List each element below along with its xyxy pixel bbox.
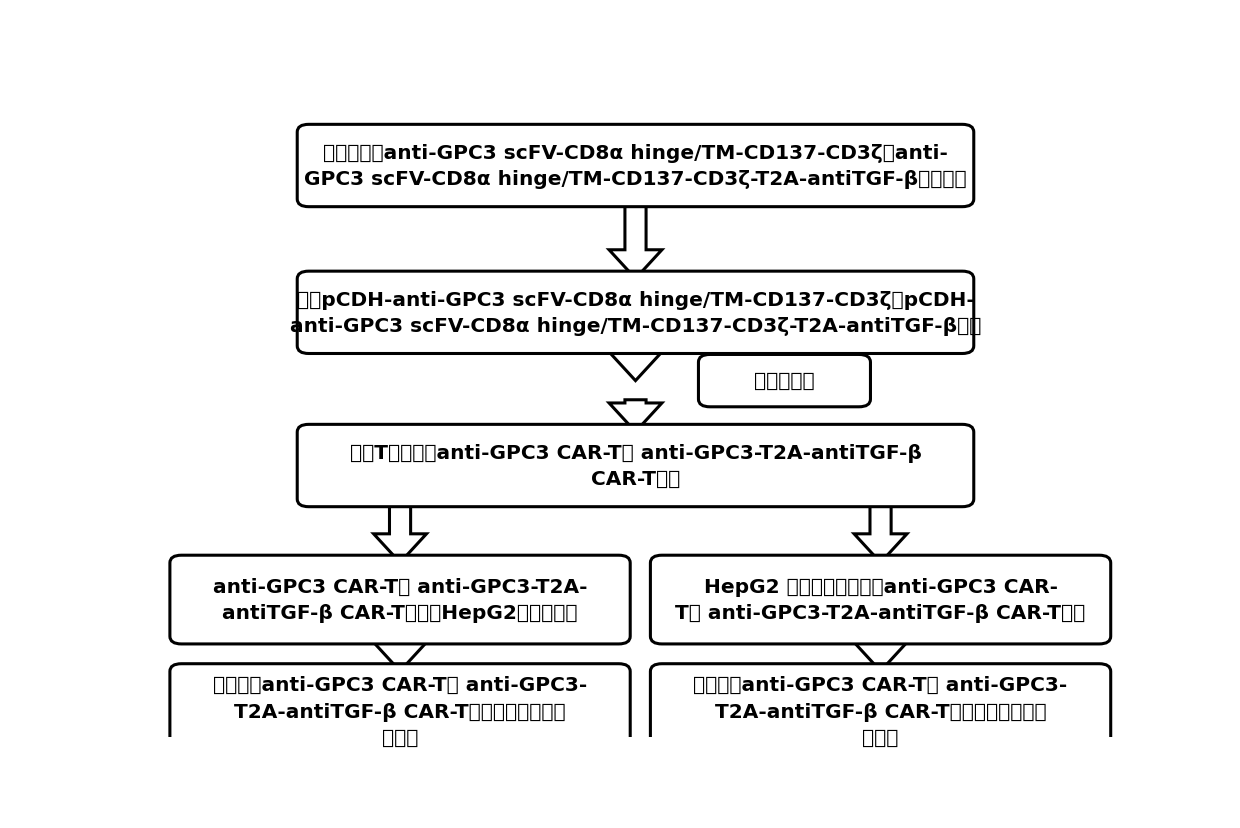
FancyBboxPatch shape bbox=[698, 355, 870, 407]
Polygon shape bbox=[373, 637, 427, 672]
Polygon shape bbox=[609, 400, 662, 432]
Text: 体外验诏anti-GPC3 CAR-T和 anti-GPC3-
T2A-antiTGF-β CAR-T细胞对靶细胞的杀
伤作用: 体外验诏anti-GPC3 CAR-T和 anti-GPC3- T2A-anti… bbox=[213, 676, 588, 748]
FancyBboxPatch shape bbox=[651, 664, 1111, 759]
FancyBboxPatch shape bbox=[170, 664, 630, 759]
Text: anti-GPC3 CAR-T和 anti-GPC3-T2A-
antiTGF-β CAR-T细胞与HepG2细胞共培养: anti-GPC3 CAR-T和 anti-GPC3-T2A- antiTGF-… bbox=[213, 577, 588, 623]
Text: 慢病毒包装: 慢病毒包装 bbox=[754, 372, 815, 391]
Polygon shape bbox=[854, 500, 906, 563]
Text: 转染T细胞制备anti-GPC3 CAR-T和 anti-GPC3-T2A-antiTGF-β
CAR-T细胞: 转染T细胞制备anti-GPC3 CAR-T和 anti-GPC3-T2A-an… bbox=[350, 443, 921, 489]
Text: 体内验诏anti-GPC3 CAR-T和 anti-GPC3-
T2A-antiTGF-β CAR-T细胞对靶细胞的杀
伤作用: 体内验诏anti-GPC3 CAR-T和 anti-GPC3- T2A-anti… bbox=[693, 676, 1068, 748]
Polygon shape bbox=[854, 637, 906, 672]
Polygon shape bbox=[373, 500, 427, 563]
FancyBboxPatch shape bbox=[298, 125, 973, 208]
FancyBboxPatch shape bbox=[298, 272, 973, 354]
FancyBboxPatch shape bbox=[170, 556, 630, 644]
FancyBboxPatch shape bbox=[298, 425, 973, 507]
Polygon shape bbox=[609, 200, 662, 279]
Polygon shape bbox=[609, 347, 662, 381]
Text: HepG2 肿瘾模型小鼠注射anti-GPC3 CAR-
T和 anti-GPC3-T2A-antiTGF-β CAR-T细胞: HepG2 肿瘾模型小鼠注射anti-GPC3 CAR- T和 anti-GPC… bbox=[676, 577, 1086, 623]
FancyBboxPatch shape bbox=[651, 556, 1111, 644]
Text: 全基因合成anti-GPC3 scFV-CD8α hinge/TM-CD137-CD3ζ和anti-
GPC3 scFV-CD8α hinge/TM-CD137: 全基因合成anti-GPC3 scFV-CD8α hinge/TM-CD137-… bbox=[304, 143, 967, 189]
Text: 构建pCDH-anti-GPC3 scFV-CD8α hinge/TM-CD137-CD3ζ和pCDH-
anti-GPC3 scFV-CD8α hinge/T: 构建pCDH-anti-GPC3 scFV-CD8α hinge/TM-CD13… bbox=[290, 291, 981, 335]
